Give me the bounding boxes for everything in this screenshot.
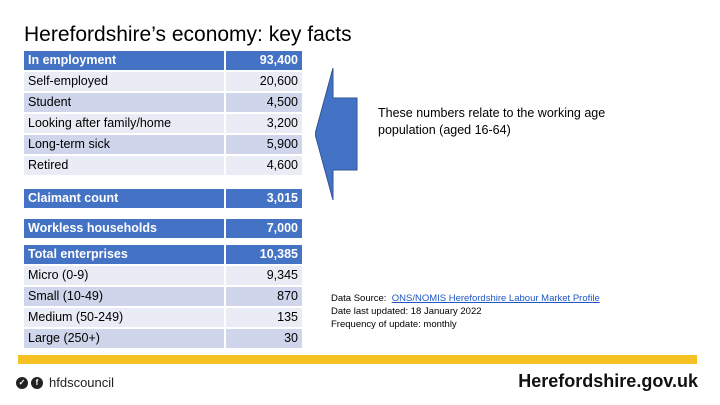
row-label: Long-term sick (24, 134, 225, 156)
data-source-block: Data Source: ONS/NOMIS Herefordshire Lab… (331, 292, 600, 331)
row-label: Self-employed (24, 71, 225, 93)
table-row: Long-term sick 5,900 (24, 134, 302, 156)
row-label: Micro (0-9) (24, 265, 225, 287)
row-value: 9,345 (224, 265, 302, 287)
employment-table: In employment 93,400 Self-employed 20,60… (24, 51, 302, 177)
table-header-row: Workless households 7,000 (24, 219, 302, 240)
row-value: 5,900 (224, 134, 302, 156)
table-row: Micro (0-9) 9,345 (24, 265, 302, 287)
table-header-row: In employment 93,400 (24, 51, 302, 72)
table-row: Small (10-49) 870 (24, 286, 302, 308)
facebook-icon: f (31, 376, 43, 389)
claimant-table: Claimant count 3,015 (24, 189, 302, 210)
row-label: Claimant count (24, 189, 225, 210)
website-logo: Herefordshire.gov.uk (518, 371, 698, 391)
row-label: Workless households (24, 219, 225, 240)
table-row: Large (250+) 30 (24, 328, 302, 350)
row-value: 20,600 (224, 71, 302, 93)
row-value: 10,385 (224, 245, 302, 266)
source-link[interactable]: ONS/NOMIS Herefordshire Labour Market Pr… (391, 293, 600, 304)
row-value: 30 (224, 328, 302, 350)
row-label: Student (24, 92, 225, 114)
row-label: Total enterprises (24, 245, 225, 266)
twitter-icon: ✓ (16, 376, 28, 389)
table-row: Medium (50-249) 135 (24, 307, 302, 329)
source-prefix: Data Source: (331, 293, 387, 304)
page-title: Herefordshire’s economy: key facts (24, 23, 352, 46)
table-row: Looking after family/home 3,200 (24, 113, 302, 135)
row-label: Looking after family/home (24, 113, 225, 135)
workless-table: Workless households 7,000 (24, 219, 302, 240)
footer-band (18, 355, 697, 364)
row-value: 93,400 (224, 51, 302, 72)
table-row: Retired 4,600 (24, 155, 302, 177)
row-value: 4,500 (224, 92, 302, 114)
frequency-line: Frequency of update: monthly (331, 319, 457, 330)
enterprises-table: Total enterprises 10,385 Micro (0-9) 9,3… (24, 245, 302, 350)
table-row: Self-employed 20,600 (24, 71, 302, 93)
row-label: Medium (50-249) (24, 307, 225, 329)
table-header-row: Claimant count 3,015 (24, 189, 302, 210)
table-row: Student 4,500 (24, 92, 302, 114)
row-label: Retired (24, 155, 225, 177)
social-handle: hfdscouncil (49, 375, 115, 390)
row-value: 135 (224, 307, 302, 329)
source-line: Data Source: ONS/NOMIS Herefordshire Lab… (331, 292, 600, 305)
left-arrow-callout (315, 68, 358, 200)
row-value: 7,000 (224, 219, 302, 240)
row-label: In employment (24, 51, 225, 72)
row-value: 3,200 (224, 113, 302, 135)
row-value: 3,015 (224, 189, 302, 210)
population-note: These numbers relate to the working age … (378, 106, 606, 137)
row-label: Small (10-49) (24, 286, 225, 308)
row-value: 4,600 (224, 155, 302, 177)
table-header-row: Total enterprises 10,385 (24, 245, 302, 266)
updated-line: Date last updated: 18 January 2022 (331, 306, 482, 317)
social-brand: ✓ f hfdscouncil (16, 375, 114, 390)
row-value: 870 (224, 286, 302, 308)
row-label: Large (250+) (24, 328, 225, 350)
